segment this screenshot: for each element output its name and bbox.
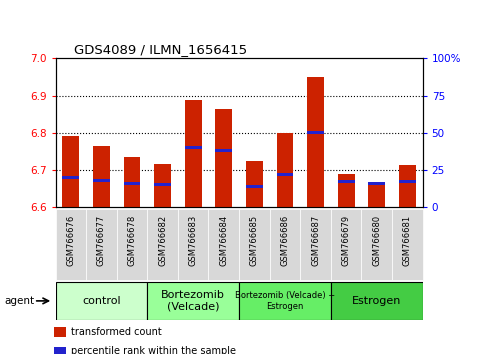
Text: GSM766683: GSM766683	[189, 215, 198, 266]
Text: GSM766687: GSM766687	[311, 215, 320, 266]
Text: GSM766679: GSM766679	[341, 215, 351, 266]
Text: GSM766684: GSM766684	[219, 215, 228, 266]
Bar	[246, 161, 263, 207]
Bar	[361, 209, 392, 280]
Bar	[277, 173, 293, 176]
Text: GSM766678: GSM766678	[128, 215, 137, 266]
Bar	[392, 209, 423, 280]
Text: GDS4089 / ILMN_1656415: GDS4089 / ILMN_1656415	[74, 43, 247, 56]
Bar	[62, 176, 79, 179]
Bar	[307, 77, 324, 207]
Bar	[62, 137, 79, 207]
Bar	[246, 185, 263, 188]
Bar	[147, 209, 178, 280]
Bar	[331, 209, 361, 280]
Text: Bortezomib (Velcade) +
Estrogen: Bortezomib (Velcade) + Estrogen	[235, 291, 335, 310]
Bar	[117, 209, 147, 280]
Bar	[307, 131, 324, 134]
Text: Estrogen: Estrogen	[352, 296, 401, 306]
Bar	[331, 282, 423, 320]
Text: GSM766686: GSM766686	[281, 215, 289, 266]
Bar	[399, 165, 416, 207]
Bar	[239, 282, 331, 320]
Bar	[277, 133, 293, 207]
Bar	[55, 327, 66, 337]
Text: GSM766676: GSM766676	[66, 215, 75, 266]
Bar	[185, 101, 201, 207]
Bar	[369, 183, 385, 207]
Bar	[369, 182, 385, 185]
Bar	[124, 182, 141, 185]
Bar	[239, 209, 270, 280]
Bar	[300, 209, 331, 280]
Bar	[147, 282, 239, 320]
Text: transformed count: transformed count	[71, 327, 162, 337]
Bar	[93, 179, 110, 182]
Bar	[93, 146, 110, 207]
Bar	[338, 180, 355, 183]
Bar	[209, 209, 239, 280]
Text: percentile rank within the sample: percentile rank within the sample	[71, 346, 237, 354]
Bar	[55, 347, 66, 354]
Bar	[270, 209, 300, 280]
Text: control: control	[82, 296, 121, 306]
Text: GSM766681: GSM766681	[403, 215, 412, 266]
Bar	[56, 282, 147, 320]
Bar	[124, 157, 141, 207]
Text: GSM766680: GSM766680	[372, 215, 381, 266]
Bar	[86, 209, 117, 280]
Text: agent: agent	[5, 296, 35, 306]
Bar	[178, 209, 209, 280]
Bar	[185, 146, 201, 149]
Bar	[56, 209, 86, 280]
Bar	[399, 180, 416, 183]
Bar	[338, 174, 355, 207]
Bar	[154, 164, 171, 207]
Text: GSM766677: GSM766677	[97, 215, 106, 266]
Text: GSM766682: GSM766682	[158, 215, 167, 266]
Text: Bortezomib
(Velcade): Bortezomib (Velcade)	[161, 290, 225, 312]
Bar	[215, 149, 232, 152]
Bar	[154, 183, 171, 186]
Bar	[215, 109, 232, 207]
Text: GSM766685: GSM766685	[250, 215, 259, 266]
